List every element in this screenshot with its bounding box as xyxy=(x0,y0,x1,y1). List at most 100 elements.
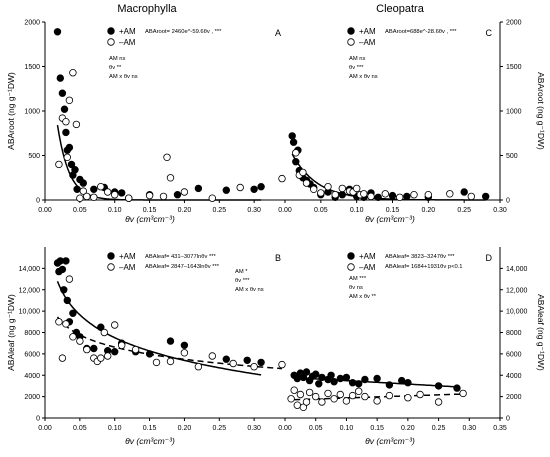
data-point-plus-am xyxy=(145,350,154,358)
data-point-minus-am xyxy=(338,184,346,193)
data-point-plus-am xyxy=(257,358,265,367)
legend-marker xyxy=(347,263,355,271)
stats-line: AM x θv ns xyxy=(349,74,378,80)
legend-marker xyxy=(107,27,115,35)
data-point-minus-am xyxy=(312,392,320,401)
data-point-plus-am xyxy=(60,105,69,113)
data-point-plus-am xyxy=(71,165,79,174)
y-tick-label: 0 xyxy=(36,198,40,205)
data-point-plus-am xyxy=(385,381,394,389)
x-tick-label: 0.15 xyxy=(370,425,384,432)
data-point-minus-am xyxy=(229,359,237,368)
legend-marker xyxy=(347,252,355,260)
y-axis-label: ABAleaf (ng g⁻¹DW) xyxy=(536,294,546,371)
data-point-minus-am xyxy=(97,182,105,191)
data-point-minus-am xyxy=(404,394,412,402)
y-tick-label: 0 xyxy=(506,198,510,205)
x-tick-label: 0.10 xyxy=(350,207,364,214)
data-point-minus-am xyxy=(145,191,154,200)
x-tick-label: 0.15 xyxy=(143,425,157,432)
legend-label: –AM xyxy=(359,263,376,272)
data-point-minus-am xyxy=(353,184,361,193)
data-point-plus-am xyxy=(67,160,76,169)
panel-letter: C xyxy=(486,28,493,38)
legend-label: –AM xyxy=(119,38,136,47)
panel-title-cleopatra: Cleopatra xyxy=(376,3,425,15)
data-point-minus-am xyxy=(305,388,314,397)
y-tick-label: 12,000 xyxy=(506,287,528,294)
data-point-minus-am xyxy=(166,174,175,182)
data-point-plus-am xyxy=(292,157,300,166)
data-point-minus-am xyxy=(124,194,133,202)
data-point-minus-am xyxy=(83,345,91,354)
panel-letter: D xyxy=(486,253,493,263)
x-axis-label: θv (cm³cm⁻³) xyxy=(365,436,415,446)
data-point-minus-am xyxy=(373,397,381,405)
data-point-minus-am xyxy=(302,179,311,187)
legend-marker xyxy=(107,252,115,260)
data-point-plus-am xyxy=(257,182,265,191)
data-point-minus-am xyxy=(302,398,311,406)
data-point-minus-am xyxy=(467,192,475,201)
y-axis-label: ABAroot (ng g⁻¹DW) xyxy=(6,72,16,150)
x-axis-label: θv (cm³cm⁻³) xyxy=(125,214,175,224)
data-point-minus-am xyxy=(410,190,418,199)
data-point-minus-am xyxy=(293,401,301,409)
data-point-minus-am xyxy=(324,182,332,191)
data-point-minus-am xyxy=(287,395,295,403)
data-point-minus-am xyxy=(208,352,216,360)
data-point-minus-am xyxy=(459,389,467,398)
data-point-minus-am xyxy=(58,354,67,362)
x-tick-label: 0.10 xyxy=(108,207,122,214)
regression-equation: ABAroot=688e^-28.6θv , *** xyxy=(385,29,457,35)
stats-line: θv ns xyxy=(349,285,363,291)
data-point-plus-am xyxy=(58,89,67,97)
y-axis-label: ABAroot (ng g⁻¹DW) xyxy=(536,72,546,150)
data-point-minus-am xyxy=(180,188,189,196)
data-point-plus-am xyxy=(222,186,230,194)
data-point-plus-am xyxy=(434,382,443,390)
x-tick-label: 0.30 xyxy=(493,207,507,214)
data-point-minus-am xyxy=(278,174,286,183)
data-point-minus-am xyxy=(446,190,454,198)
panel-title-macrophylla: Macrophylla xyxy=(117,3,177,15)
fit-curve xyxy=(56,316,283,370)
stats-line: AM *** xyxy=(349,276,367,282)
data-point-plus-am xyxy=(53,28,62,36)
y-tick-label: 4000 xyxy=(506,373,522,380)
legend-label: +AM xyxy=(119,252,136,261)
x-tick-label: 0.25 xyxy=(457,207,471,214)
legend-label: –AM xyxy=(359,38,376,47)
x-tick-label: 0.00 xyxy=(38,425,52,432)
data-point-plus-am xyxy=(90,344,98,353)
y-tick-label: 8000 xyxy=(506,330,522,337)
regression-equation: ABAleaf= 3823–3247θv *** xyxy=(385,254,455,260)
y-tick-label: 10,000 xyxy=(19,309,41,316)
y-tick-label: 2000 xyxy=(24,20,40,27)
data-point-plus-am xyxy=(250,185,258,193)
data-point-plus-am xyxy=(180,341,189,349)
data-point-plus-am xyxy=(62,128,70,137)
data-point-plus-am xyxy=(65,143,74,152)
data-point-minus-am xyxy=(424,190,432,199)
y-tick-label: 2000 xyxy=(24,394,40,401)
y-tick-label: 4000 xyxy=(24,373,40,380)
regression-equation: ABAleaf= 2847–1643lnθv *** xyxy=(145,264,220,270)
y-tick-label: 0 xyxy=(36,416,40,423)
data-point-minus-am xyxy=(292,149,300,157)
y-tick-label: 14,000 xyxy=(506,266,528,273)
data-point-plus-am xyxy=(330,378,338,386)
data-point-plus-am xyxy=(460,188,468,196)
data-point-minus-am xyxy=(236,183,244,192)
x-tick-label: 0.25 xyxy=(212,207,226,214)
data-point-minus-am xyxy=(163,153,171,161)
data-point-minus-am xyxy=(76,337,84,345)
x-axis-label: θv (cm³cm⁻³) xyxy=(125,436,175,446)
data-point-minus-am xyxy=(76,194,84,202)
data-point-minus-am xyxy=(79,187,87,195)
data-point-minus-am xyxy=(83,192,91,201)
data-point-minus-am xyxy=(290,386,298,394)
data-point-plus-am xyxy=(97,323,105,331)
data-point-minus-am xyxy=(110,190,119,199)
